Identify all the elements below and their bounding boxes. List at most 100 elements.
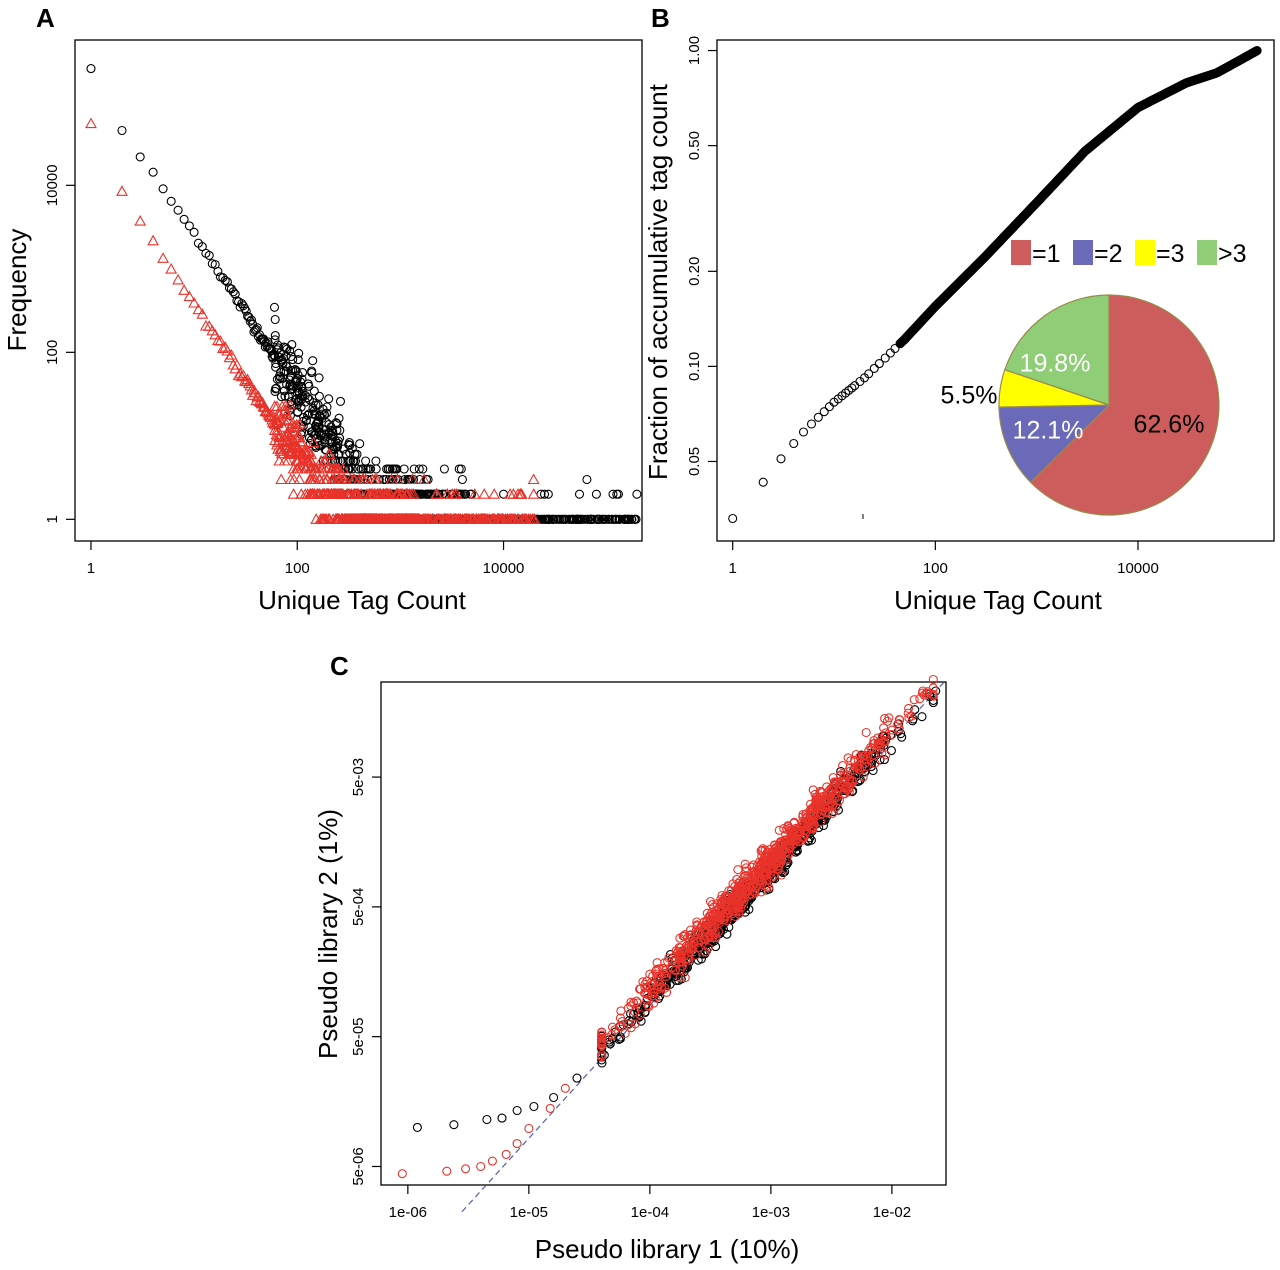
panel-a-red-triangle [406, 473, 419, 485]
panel-a-black-point [204, 250, 214, 260]
panel-b-xtick-label: 100 [923, 560, 948, 577]
panel-a-red-triangle [426, 513, 439, 524]
panel-c-black-point [529, 1101, 539, 1112]
panel-a-red-triangle [314, 513, 327, 524]
panel-a-black-point [607, 514, 617, 524]
panel-a-black-point [314, 373, 324, 383]
panel-a-red-triangle [188, 296, 201, 308]
panel-c-black-point [724, 922, 734, 932]
panel-c-red-point [704, 911, 714, 921]
panel-a-black-point [287, 340, 297, 350]
pie-value-label: 12.1% [1013, 417, 1084, 445]
panel-a-black-point [166, 196, 176, 206]
panel-c-red-point [853, 761, 863, 771]
panel-a-ytick-label: 100 [44, 340, 61, 365]
panel-c-red-point [755, 860, 765, 870]
panel-a-black-point [297, 374, 307, 384]
panel-a-red-triangle [461, 513, 474, 524]
panel-a-black-point [270, 386, 280, 396]
panel-c-red-point [887, 729, 897, 740]
panel-a-black-point [294, 348, 304, 358]
panel-c-red-point [705, 917, 715, 927]
panel-c-red-point [922, 688, 933, 698]
panel-b-point [890, 343, 900, 354]
panel-a-black-point [281, 361, 292, 371]
panel-a-black-point [270, 331, 280, 341]
panel-c-red-point [827, 795, 837, 805]
panel-a-black-point [389, 464, 399, 474]
panel-b-point [758, 477, 768, 487]
panel-a-red-triangle [527, 473, 540, 485]
panel-c-red-point [686, 925, 696, 935]
panel-a-red-triangle [507, 488, 520, 499]
panel-a-black-point [270, 335, 280, 345]
panel-a-black-point [303, 410, 313, 420]
panel-c-red-point [821, 808, 831, 818]
pie-legend-label: >3 [1218, 240, 1247, 268]
panel-c-red-point [776, 858, 786, 868]
panel-a-black-point [347, 464, 357, 474]
panel-c-red-point [615, 1022, 625, 1032]
panel-a-black-point [184, 221, 194, 231]
panel-a-ytick-label: 10000 [44, 164, 61, 206]
panel-a-black-point [547, 514, 558, 524]
panel-c-red-point [717, 890, 727, 901]
panel-a-red-triangle [85, 117, 97, 129]
panel-a-black-point [595, 514, 605, 524]
panel-a-black-point [291, 366, 301, 376]
panel-a-black-point [291, 376, 301, 386]
panel-a-red-triangle [313, 473, 326, 485]
panel-b-point [869, 363, 879, 373]
panel-a-red-triangle [444, 513, 456, 524]
panel-a-black-point [627, 514, 637, 524]
panel-c-red-point [801, 812, 811, 823]
panel-c-red-point [676, 949, 686, 960]
panel-c-red-point [603, 1033, 613, 1043]
panel-c-red-point [693, 937, 704, 947]
panel-c-red-point [876, 735, 886, 746]
panel-a-red-triangle [295, 488, 308, 499]
panel-a-red-triangle [244, 379, 257, 391]
panel-a-black-point [237, 299, 247, 309]
panel-a-red-triangle [214, 334, 227, 346]
panel-a-black-point [371, 464, 381, 474]
panel-a-xtick-label: 10000 [483, 560, 525, 577]
panel-c-red-point [858, 772, 868, 782]
panel-a-red-triangle [370, 473, 383, 485]
panel-c-red-point [860, 750, 870, 760]
panel-c-red-point [894, 715, 904, 725]
panel-c-ytick-label: 5e-04 [350, 888, 367, 926]
panel-a-black-point [456, 464, 466, 474]
panel-c-red-point [476, 1161, 486, 1172]
panel-c-black-point [572, 1073, 582, 1083]
panel-c-red-point [512, 1139, 522, 1149]
panel-c-red-point [545, 1103, 555, 1113]
panel-a-red-triangle [277, 421, 290, 432]
panel-c-xtick-label: 1e-03 [752, 1204, 790, 1221]
panel-b-ytick-label: 0.10 [686, 352, 703, 381]
panel-c-red-point [705, 896, 716, 907]
panel-a-red-triangle [313, 488, 326, 499]
panel-c-red-point [626, 997, 636, 1007]
panel-a: 1 100 10000 1 100 10000 Unique Tag Count Freq… [2, 39, 643, 615]
panel-c-red-point [597, 1033, 607, 1043]
panel-a-black-point [213, 266, 223, 276]
pie-legend-label: =3 [1156, 240, 1185, 268]
panel-b-point [806, 419, 817, 429]
panel-c-marks [397, 674, 947, 1213]
panel-c-red-point [808, 815, 818, 825]
panel-c-black-point [886, 746, 896, 756]
panel-c-red-point [799, 826, 809, 836]
panel-c-red-point [670, 965, 680, 975]
panel-a-black-point [179, 214, 189, 224]
panel-a-black-point [272, 374, 282, 384]
panel-a-black-point [331, 418, 341, 428]
panel-a-red-triangle [505, 513, 518, 524]
panel-c-red-point [718, 895, 729, 905]
panel-c-red-point [854, 765, 865, 775]
panel-a-black-point [270, 314, 280, 325]
panel-c-red-point [781, 835, 792, 845]
panel-b-point [885, 348, 895, 358]
panel-a-black-point [574, 489, 585, 499]
panel-a-black-point [300, 390, 310, 400]
